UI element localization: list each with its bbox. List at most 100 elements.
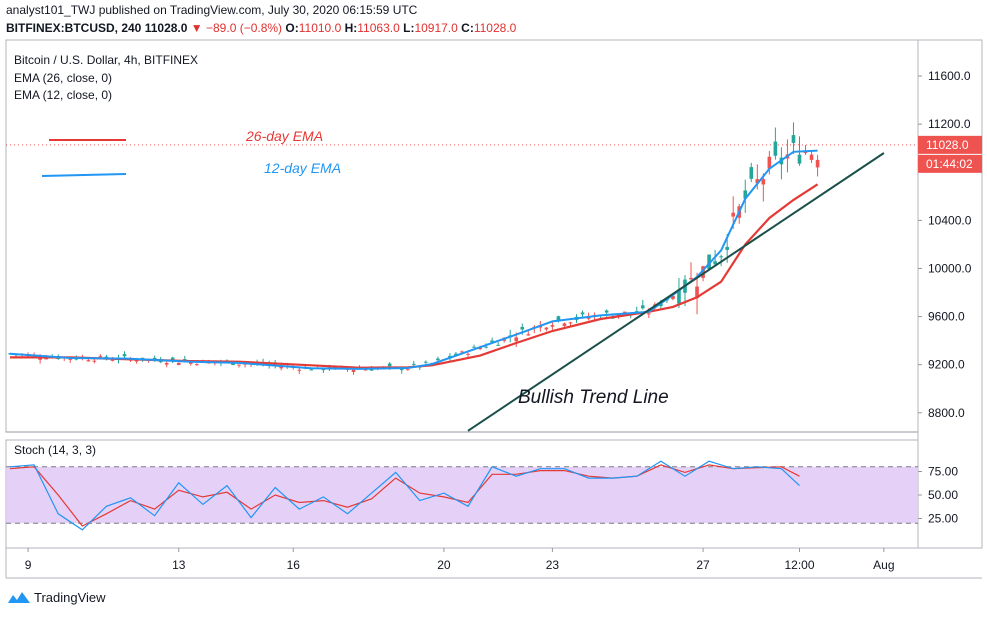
candle-body (134, 360, 139, 362)
candle-body (671, 295, 675, 299)
time-tick-label: 13 (172, 558, 186, 572)
candle-body (809, 154, 814, 160)
open-value: 11010.0 (298, 21, 342, 35)
candle-body (695, 286, 699, 299)
candle-body (586, 317, 591, 319)
candle-body (399, 368, 404, 371)
candle-body (731, 212, 736, 217)
candle-body (195, 364, 199, 366)
high-value: 11063.0 (357, 21, 400, 35)
candle-body (188, 361, 193, 364)
candle-body (98, 355, 103, 357)
ema26-annotation: 26-day EMA (245, 128, 323, 144)
candle-body (701, 266, 705, 278)
candle-body (122, 354, 127, 357)
candle-body (490, 340, 494, 343)
time-tick-label: 16 (287, 558, 301, 572)
price-change: −89.0 (−0.8%) (206, 21, 283, 35)
candle-body (659, 303, 663, 307)
candle-body (387, 363, 392, 367)
candle-body (689, 277, 693, 280)
candle-body (550, 325, 555, 327)
chart-title: Bitcoin / U.S. Dollar, 4h, BITFINEX (14, 53, 199, 67)
ema26-line (10, 183, 819, 369)
candle-body (647, 313, 651, 315)
candle-body (604, 310, 609, 313)
low-value: 10917.0 (414, 21, 458, 35)
price-tick-label: 9600.0 (928, 310, 965, 324)
candle-body (411, 363, 416, 365)
candle-body (761, 179, 766, 185)
stoch-tick-label: 50.00 (928, 488, 958, 502)
candle-body (749, 167, 754, 179)
candle-body (677, 289, 681, 304)
price-pane-frame (5, 39, 919, 433)
candle-body (743, 190, 748, 199)
candle-body (472, 346, 476, 348)
candle-body (164, 363, 169, 365)
low-label: L: (403, 21, 415, 35)
candle-body (526, 334, 531, 336)
candle-body (363, 369, 368, 371)
price-tick-label: 10400.0 (928, 213, 972, 227)
price-tick-label: 11200.0 (928, 117, 971, 131)
candle-body (279, 366, 284, 369)
time-tick-label: 23 (546, 558, 560, 572)
candles-group (8, 122, 820, 375)
price-tick-label: 8800.0 (928, 406, 965, 420)
candle-body (815, 159, 820, 168)
high-label: H: (344, 21, 358, 35)
candle-body (68, 358, 73, 360)
current-price-text: 11028.0 (926, 138, 969, 152)
footer-brand: TradingView (34, 590, 106, 605)
candle-body (110, 359, 115, 361)
candle-body (803, 152, 808, 154)
candle-body (231, 362, 235, 365)
candle-body (86, 360, 91, 362)
candle-body (38, 357, 42, 360)
candle-body (351, 369, 356, 372)
candle-body (755, 179, 760, 184)
ema12-legend[interactable]: EMA (12, close, 0) (14, 88, 113, 102)
close-label: C: (461, 21, 474, 35)
candle-body (713, 261, 717, 265)
publisher-line: analyst101_TWJ published on TradingView.… (6, 3, 418, 17)
candle-body (176, 362, 181, 366)
candle-body (92, 360, 97, 362)
candle-body (767, 156, 772, 169)
price-tick-label: 9200.0 (928, 358, 965, 372)
time-tick-label: 12:00 (784, 558, 814, 572)
trend-annotation: Bullish Trend Line (518, 387, 669, 408)
stoch-band (6, 466, 918, 524)
candle-body (797, 154, 802, 164)
candle-body (773, 141, 778, 156)
candle-body (514, 337, 519, 342)
candle-body (484, 346, 488, 348)
countdown-tag (918, 154, 982, 173)
candle-body (321, 369, 326, 371)
candle-body (640, 305, 645, 309)
candle-body (424, 361, 428, 363)
candle-body (44, 358, 48, 360)
time-tick-label: 9 (25, 558, 32, 572)
candle-body (568, 322, 573, 324)
stoch-label: Stoch (14, 3, 3) (14, 443, 96, 457)
ema26-legend[interactable]: EMA (26, close, 0) (14, 71, 113, 85)
candle-body (170, 357, 175, 360)
countdown-text: 01:44:02 (926, 157, 973, 171)
candle-body (8, 353, 12, 355)
stoch-k-line (9, 460, 800, 531)
down-arrow-icon: ▼ (190, 21, 203, 35)
candle-body (725, 246, 729, 250)
candle-body (369, 369, 374, 371)
candle-body (544, 327, 549, 330)
candle-body (297, 369, 302, 371)
time-tick-label: 27 (696, 558, 710, 572)
candle-body (580, 312, 585, 315)
time-tick-label: 20 (437, 558, 451, 572)
candle-body (520, 326, 525, 330)
tradingview-footer[interactable]: TradingView (8, 590, 106, 605)
price-tick-label: 11600.0 (928, 69, 971, 83)
candle-body (460, 351, 464, 353)
